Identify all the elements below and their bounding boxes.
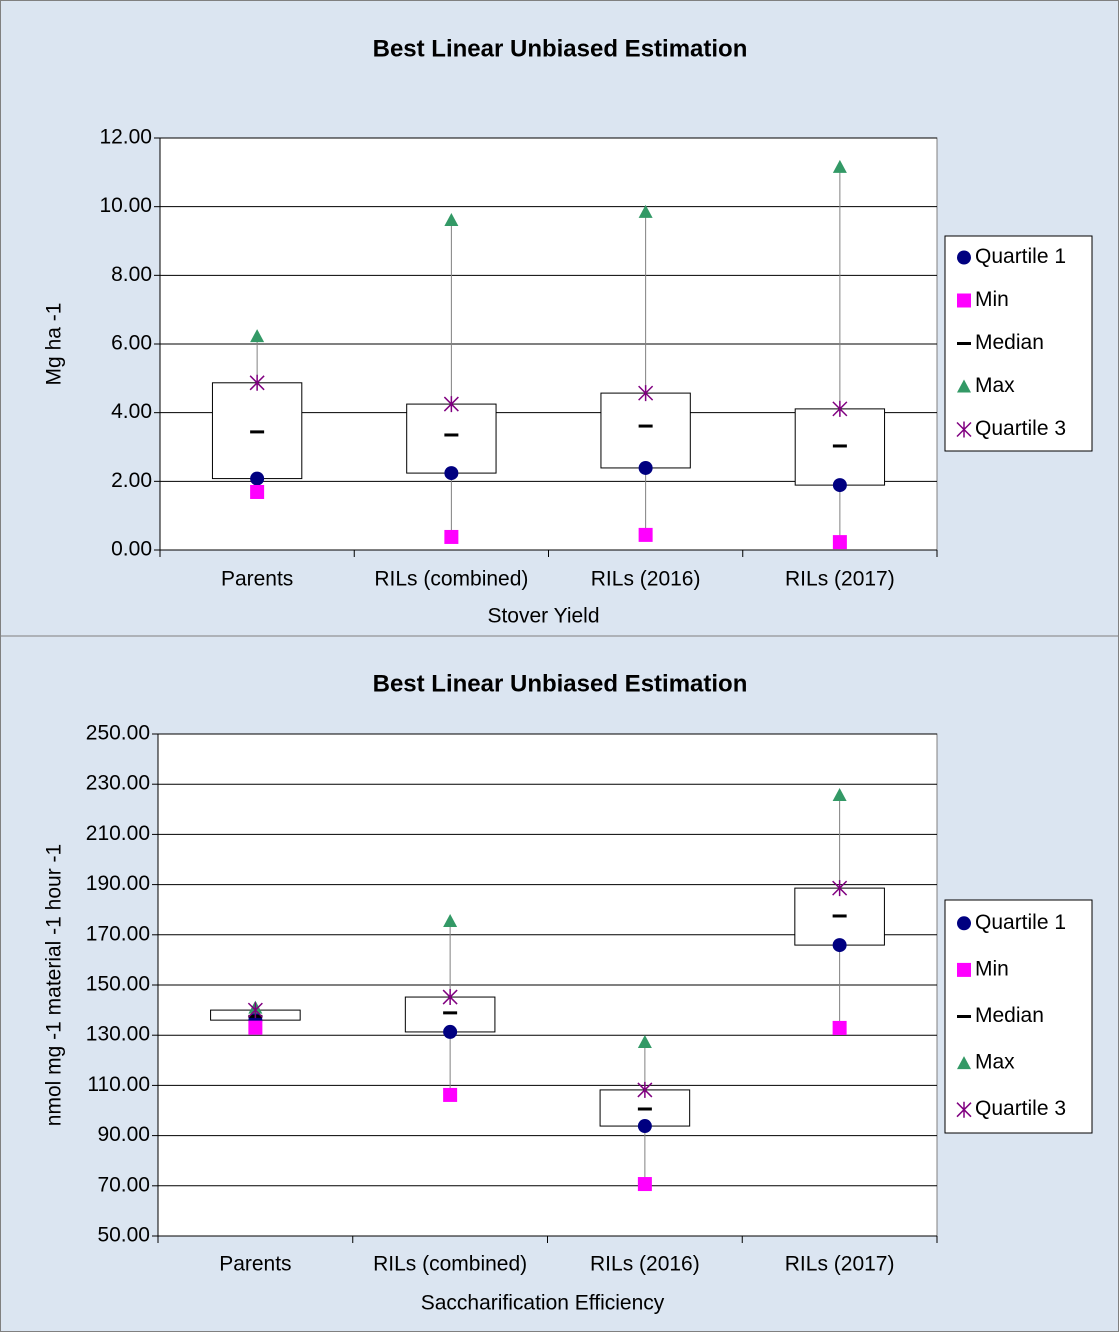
marker <box>637 1081 653 1098</box>
marker <box>638 385 654 402</box>
y-tick-label: 8.00 <box>111 263 152 286</box>
y-tick-label: 170.00 <box>86 922 150 945</box>
marker <box>442 989 458 1006</box>
x-tick-label: RILs (2017) <box>785 568 895 591</box>
legend-label: Median <box>975 1004 1044 1027</box>
y-tick-label: 70.00 <box>97 1173 150 1196</box>
legend-label: Min <box>975 957 1009 980</box>
marker <box>832 1020 847 1035</box>
y-tick-label: 230.00 <box>86 772 150 795</box>
marker <box>444 213 459 227</box>
legend-label: Max <box>975 374 1015 397</box>
marker <box>250 471 265 486</box>
marker <box>637 1107 652 1111</box>
x-tick-label: RILs (combined) <box>374 568 528 591</box>
y-axis-label: Mg ha -1 <box>43 303 66 386</box>
marker <box>637 1119 652 1134</box>
marker <box>832 938 847 953</box>
marker <box>832 478 847 493</box>
legend-label: Median <box>975 331 1044 354</box>
marker <box>444 529 459 544</box>
box <box>600 392 691 469</box>
y-tick-label: 4.00 <box>111 400 152 423</box>
x-axis-label: Stover Yield <box>487 605 599 628</box>
marker <box>638 460 653 475</box>
y-tick-label: 150.00 <box>86 973 150 996</box>
marker <box>250 329 265 343</box>
marker <box>832 914 847 918</box>
legend-label: Quartile 1 <box>975 911 1066 934</box>
marker <box>249 374 265 391</box>
y-tick-label: 10.00 <box>99 194 152 217</box>
legend-label: Quartile 3 <box>975 1097 1066 1120</box>
y-tick-label: 130.00 <box>86 1023 150 1046</box>
y-tick-label: 250.00 <box>86 722 150 745</box>
x-tick-label: RILs (2016) <box>591 568 701 591</box>
y-tick-label: 6.00 <box>111 332 152 355</box>
marker <box>443 913 458 927</box>
x-tick-label: RILs (combined) <box>373 1253 527 1276</box>
x-axis-label: Saccharification Efficiency <box>421 1292 665 1315</box>
legend-marker <box>957 1056 971 1070</box>
marker <box>443 1011 458 1015</box>
marker <box>444 433 459 437</box>
marker <box>247 1002 263 1019</box>
marker <box>443 1024 458 1039</box>
y-tick-label: 2.00 <box>111 469 152 492</box>
legend-marker <box>957 962 971 977</box>
marker <box>637 1034 652 1048</box>
x-tick-label: RILs (2017) <box>785 1253 895 1276</box>
legend-label: Quartile 1 <box>975 245 1066 268</box>
chart-title: Best Linear Unbiased Estimation <box>373 670 748 697</box>
legend-marker <box>956 1101 972 1118</box>
box <box>406 403 497 474</box>
marker <box>250 484 265 499</box>
marker <box>250 430 265 434</box>
legend-marker <box>957 342 971 345</box>
legend-marker <box>957 379 971 393</box>
y-tick-label: 110.00 <box>87 1073 150 1096</box>
marker <box>637 1177 652 1192</box>
y-tick-label: 50.00 <box>97 1224 150 1247</box>
legend-marker <box>956 421 972 438</box>
y-tick-label: 190.00 <box>86 872 150 895</box>
marker <box>443 396 459 413</box>
marker <box>832 787 847 801</box>
legend-label: Min <box>975 288 1009 311</box>
y-tick-label: 0.00 <box>111 538 152 561</box>
marker <box>832 159 847 173</box>
marker <box>444 466 459 481</box>
legend-marker <box>957 250 971 265</box>
y-axis-label: nmol mg -1 material -1 hour -1 <box>43 844 66 1126</box>
marker <box>248 1020 263 1035</box>
legend-marker <box>957 293 971 308</box>
x-tick-label: RILs (2016) <box>590 1253 700 1276</box>
y-tick-label: 210.00 <box>86 822 150 845</box>
legend-label: Quartile 3 <box>975 417 1066 440</box>
x-tick-label: Parents <box>219 1253 291 1276</box>
marker <box>832 400 848 417</box>
legend-marker <box>957 916 971 931</box>
y-tick-label: 90.00 <box>97 1123 150 1146</box>
marker <box>638 527 653 542</box>
marker <box>832 535 847 550</box>
legend-box <box>944 899 1093 1134</box>
marker <box>443 1087 458 1102</box>
marker <box>638 204 653 218</box>
marker <box>832 880 848 897</box>
marker <box>832 444 847 448</box>
legend-marker <box>957 1015 971 1018</box>
x-tick-label: Parents <box>221 568 293 591</box>
y-tick-label: 12.00 <box>99 126 152 149</box>
legend-label: Max <box>975 1051 1015 1074</box>
chart-title: Best Linear Unbiased Estimation <box>373 35 748 62</box>
marker <box>638 424 653 428</box>
